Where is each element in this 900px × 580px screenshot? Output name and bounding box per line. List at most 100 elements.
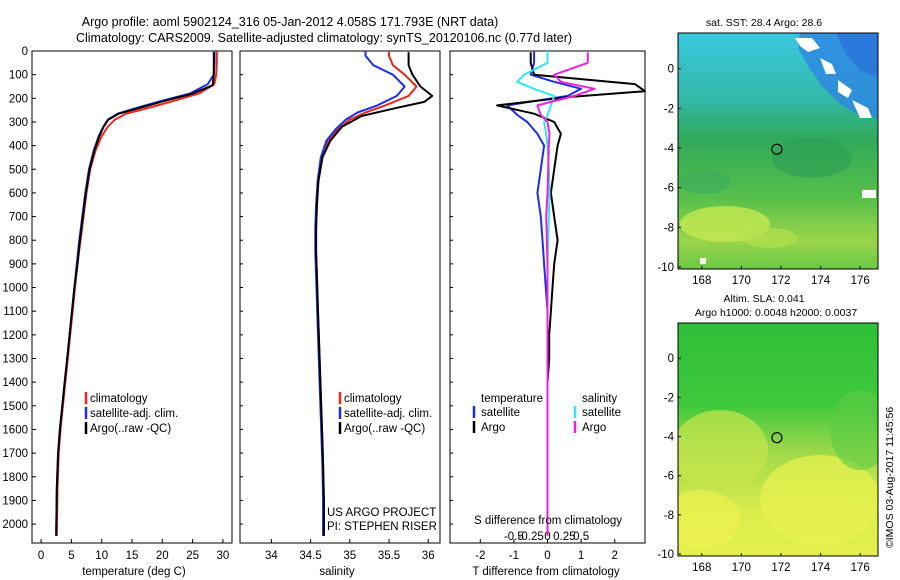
map-y-tick-label: -6 xyxy=(664,471,674,483)
sla-map: Altim. SLA: 0.041 Argo h1000: 0.0048 h20… xyxy=(657,293,879,574)
x-tick-label: 20 xyxy=(156,550,169,562)
sst-map-y-axis: 0 -2 -4 -6 -8 -10 xyxy=(657,64,681,274)
depth-tick-label: 200 xyxy=(9,93,28,105)
temperature-x-label: temperature (deg C) xyxy=(82,566,186,578)
series-argo xyxy=(55,52,215,536)
series-salinity-argo xyxy=(536,52,596,536)
map-y-tick-label: -8 xyxy=(664,222,674,234)
x-tick-label: 25 xyxy=(186,550,199,562)
header-line-1: Argo profile: aoml 5902124_316 05-Jan-20… xyxy=(82,15,499,29)
map-y-tick-label: -4 xyxy=(664,432,675,444)
map-x-tick-label: 172 xyxy=(771,562,790,574)
x-tick-label: 15 xyxy=(126,550,139,562)
map-x-tick-label: 174 xyxy=(811,562,831,574)
depth-tick-label: 1200 xyxy=(2,330,28,342)
depth-tick-label: 700 xyxy=(9,212,28,224)
map-y-tick-label: -4 xyxy=(664,143,675,155)
depth-tick-label: 2000 xyxy=(2,519,28,531)
salinity-x-label: salinity xyxy=(319,566,354,578)
project-note: US ARGO PROJECT xyxy=(327,507,436,519)
depth-tick-label: 1000 xyxy=(2,283,28,295)
legend-title-salinity: salinity xyxy=(582,393,617,405)
series-temperature-argo xyxy=(496,52,646,536)
legend-label-argo: Argo(..raw -QC) xyxy=(90,423,171,435)
sla-map-x-axis: 168 170 172 174 176 xyxy=(692,553,870,574)
legend-label-satellite: satellite-adj. clim. xyxy=(344,408,432,420)
x-tick-label: 10 xyxy=(95,550,108,562)
series-satellite-adj-clim- xyxy=(314,51,406,536)
map-x-tick-label: 176 xyxy=(851,562,870,574)
map-x-tick-label: 170 xyxy=(732,562,751,574)
sst-profile-marker xyxy=(771,143,783,155)
depth-tick-label: 300 xyxy=(9,117,28,129)
depth-tick-label: 1800 xyxy=(2,472,28,484)
map-x-tick-label: 170 xyxy=(732,275,751,287)
temperature-legend: climatology satellite-adj. clim. Argo(..… xyxy=(84,392,178,435)
map-x-tick-label: 172 xyxy=(771,275,790,287)
temperature-x-axis: 0 5 10 15 20 25 30 xyxy=(38,539,229,562)
sst-map-frame xyxy=(677,32,879,270)
x-tick-label: 5 xyxy=(68,550,74,562)
series-satellite-adj-clim- xyxy=(55,51,216,536)
series-climatology xyxy=(315,51,418,536)
map-y-tick-label: -8 xyxy=(664,510,674,522)
legend-title-temperature: temperature xyxy=(481,393,543,405)
temperature-plot-frame xyxy=(31,50,233,544)
x-tick-label: 2 xyxy=(612,550,618,562)
header-line-2: Climatology: CARS2009. Satellite-adjuste… xyxy=(76,31,572,45)
temperature-series xyxy=(55,51,218,536)
x-tick-label: 0 xyxy=(544,550,550,562)
copyright-stamp: ©IMOS 03-Aug-2017 11:45:56 xyxy=(884,407,896,548)
top-tick-label: 0 xyxy=(544,531,550,543)
x-tick-label: 34 xyxy=(265,550,278,562)
map-y-tick-label: 0 xyxy=(668,64,674,76)
difference-x-axis: -2 -1 0 1 2 xyxy=(450,50,618,562)
depth-tick-label: 1700 xyxy=(2,448,28,460)
sst-map-x-axis: 168 170 172 174 176 xyxy=(692,266,870,287)
s-difference-label: S difference from climatology xyxy=(474,515,622,527)
legend-label-climatology: climatology xyxy=(344,393,402,405)
x-tick-label: 35.5 xyxy=(378,550,400,562)
x-tick-label: 1 xyxy=(578,550,584,562)
depth-tick-label: 500 xyxy=(9,164,28,176)
legend-label-temp-satellite: satellite xyxy=(481,407,520,419)
map-y-tick-label: -6 xyxy=(664,183,674,195)
depth-tick-label: 900 xyxy=(9,259,28,271)
map-y-tick-label: -2 xyxy=(664,392,674,404)
difference-series xyxy=(496,51,646,536)
depth-tick-label: 1100 xyxy=(3,306,28,318)
sla-field xyxy=(678,323,878,556)
x-tick-label: 35 xyxy=(343,550,356,562)
legend-label-climatology: climatology xyxy=(90,393,148,405)
difference-legend: temperature salinity satellite Argo sate… xyxy=(472,393,621,434)
series-argo xyxy=(315,52,434,536)
sst-field xyxy=(678,33,878,269)
depth-tick-label: 600 xyxy=(9,188,28,200)
x-tick-label: 0 xyxy=(38,550,44,562)
t-difference-label: T difference from climatology xyxy=(472,566,619,578)
depth-tick-label: 0 xyxy=(22,46,28,58)
x-tick-label: 30 xyxy=(217,550,230,562)
depth-tick-label: 100 xyxy=(9,70,28,82)
sla-map-title: Altim. SLA: 0.041 xyxy=(723,293,804,305)
difference-panel: -2 -1 0 1 2 -0.5-0.25 0 0.250.5 temperature sa… xyxy=(449,50,646,578)
difference-top-axis: -0.5-0.25 0 0.250.5 xyxy=(504,531,589,543)
map-x-tick-label: 176 xyxy=(851,275,870,287)
depth-tick-label: 800 xyxy=(9,235,28,247)
x-tick-label: -2 xyxy=(475,550,485,562)
map-x-tick-label: 174 xyxy=(811,275,831,287)
map-y-tick-label: -10 xyxy=(657,549,674,561)
legend-label-sal-argo: Argo xyxy=(582,422,606,434)
map-x-tick-label: 168 xyxy=(692,562,711,574)
x-tick-label: 36 xyxy=(422,550,435,562)
depth-tick-label: 1400 xyxy=(2,377,28,389)
sla-map-subtitle: Argo h1000: 0.0048 h2000: 0.0037 xyxy=(695,307,857,319)
depth-tick-label: 1500 xyxy=(2,401,28,413)
depth-tick-label: 400 xyxy=(9,141,28,153)
temperature-y-axis: 0 100 200 300 400 500 600 700 800 900 1000 1100 1200… xyxy=(2,46,36,531)
depth-tick-label: 1600 xyxy=(2,424,28,436)
pi-note: PI: STEPHEN RISER xyxy=(327,521,437,533)
map-y-tick-label: -2 xyxy=(664,103,674,115)
map-y-tick-label: -10 xyxy=(657,262,674,274)
